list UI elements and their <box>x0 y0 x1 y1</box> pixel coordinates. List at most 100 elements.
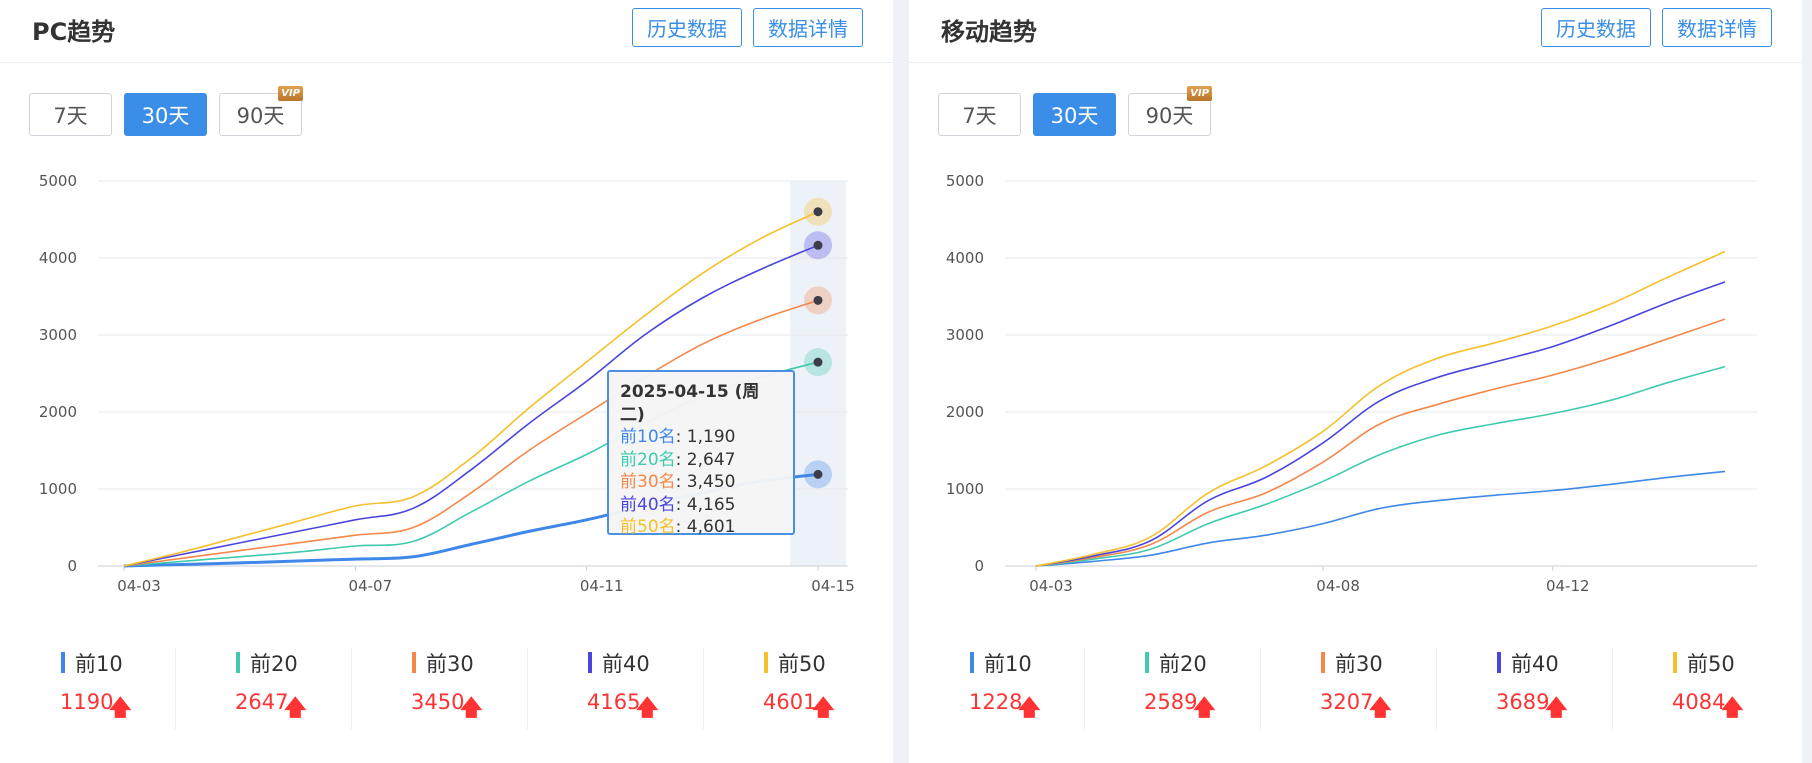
mobile-panel-header: 移动趋势 历史数据 数据详情 <box>909 0 1802 63</box>
tooltip-row: 前30名: 3,450 <box>620 472 736 492</box>
stat-label: 前20 <box>250 652 298 676</box>
stat-value: 1228 <box>969 690 1023 714</box>
stat-value: 3450 <box>411 690 465 714</box>
pc-stat-top30: 前30 3450 🡅 <box>352 640 528 730</box>
series-color-marker <box>1145 652 1149 673</box>
series-color-marker <box>588 652 592 673</box>
mobile-stat-top40: 前40 3689 🡅 <box>1437 640 1613 730</box>
pc-range-90d-label: 90天 <box>236 103 285 128</box>
series-line <box>123 244 819 567</box>
tooltip-row-value: 4,601 <box>686 517 736 537</box>
mobile-stat-top30: 前30 3207 🡅 <box>1261 640 1437 730</box>
stat-value: 3689 <box>1496 690 1550 714</box>
y-tick-label: 1000 <box>39 480 77 498</box>
hover-point <box>813 357 823 367</box>
y-tick-label: 1000 <box>946 480 984 498</box>
pc-history-data-button[interactable]: 历史数据 <box>632 8 742 47</box>
series-color-marker <box>764 652 768 673</box>
mobile-range-30d-button[interactable]: 30天 <box>1033 93 1116 136</box>
pc-trend-panel: PC趋势 历史数据 数据详情 7天 30天 90天 VIP 0 1000 2000 3… <box>0 0 893 763</box>
pc-range-7d-button[interactable]: 7天 <box>29 93 112 136</box>
arrow-up-icon: 🡅 <box>812 696 835 721</box>
mobile-range-90d-label: 90天 <box>1145 103 1194 128</box>
pc-range-90d-button[interactable]: 90天 VIP <box>219 86 303 136</box>
stat-value: 2589 <box>1144 690 1198 714</box>
x-tick-label: 04-03 <box>117 577 161 595</box>
tooltip-row: 前50名: 4,601 <box>620 517 736 537</box>
tooltip-row-value: 1,190 <box>686 427 736 447</box>
pc-range-30d-button[interactable]: 30天 <box>124 93 207 136</box>
x-tick-label: 04-12 <box>1546 577 1590 595</box>
series-line <box>1035 250 1726 567</box>
mobile-data-details-button[interactable]: 数据详情 <box>1662 8 1772 47</box>
stat-value: 3207 <box>1320 690 1374 714</box>
series-color-marker <box>412 652 416 673</box>
series-line <box>1035 318 1726 567</box>
mobile-panel-title: 移动趋势 <box>941 18 1037 46</box>
stat-label: 前40 <box>1511 652 1559 676</box>
series-color-marker <box>61 652 65 673</box>
arrow-up-icon: 🡅 <box>1369 696 1392 721</box>
y-tick-label: 5000 <box>946 172 984 190</box>
x-tick-label: 04-07 <box>349 577 393 595</box>
arrow-up-icon: 🡅 <box>1721 696 1744 721</box>
vip-badge-icon: VIP <box>278 86 303 101</box>
pc-panel-title: PC趋势 <box>32 18 116 46</box>
hover-point <box>813 295 823 305</box>
stat-value: 4601 <box>763 690 817 714</box>
pc-stat-top10: 前10 1190 🡅 <box>0 640 176 730</box>
stat-divider <box>1436 648 1437 730</box>
arrow-up-icon: 🡅 <box>284 696 307 721</box>
stat-label: 前50 <box>778 652 826 676</box>
mobile-range-7d-button[interactable]: 7天 <box>938 93 1021 136</box>
tooltip-row: 前20名: 2,647 <box>620 449 736 470</box>
tooltip-date: 2025-04-15 (周二) <box>620 382 760 425</box>
stat-divider <box>527 648 528 730</box>
series-color-marker <box>1321 652 1325 673</box>
arrow-up-icon: 🡅 <box>636 696 659 721</box>
series-color-marker <box>1497 652 1501 673</box>
pc-stat-top40: 前40 4165 🡅 <box>528 640 704 730</box>
y-tick-label: 0 <box>974 557 984 575</box>
stat-divider <box>1260 648 1261 730</box>
stat-value: 4165 <box>587 690 641 714</box>
stat-label: 前10 <box>984 652 1032 676</box>
arrow-up-icon: 🡅 <box>1545 696 1568 721</box>
tooltip-row-label: 前40名 <box>620 494 676 515</box>
pc-stat-top50: 前50 4601 🡅 <box>704 640 880 730</box>
y-tick-label: 5000 <box>39 172 77 190</box>
hover-point <box>813 240 823 250</box>
mobile-trend-chart[interactable]: 0 1000 2000 3000 4000 5000 04-03 04-08 04-12 <box>909 150 1802 600</box>
pc-stats-row: 前10 1190 🡅 前20 2647 🡅 前30 3450 🡅 前40 416… <box>0 640 893 730</box>
y-tick-label: 0 <box>67 557 77 575</box>
mobile-stat-top50: 前50 4084 🡅 <box>1613 640 1789 730</box>
pc-chart-tooltip: 2025-04-15 (周二) 前10名: 1,190 前20名: 2,647 … <box>607 370 795 537</box>
mobile-range-90d-button[interactable]: 90天 VIP <box>1128 86 1212 136</box>
pc-panel-header: PC趋势 历史数据 数据详情 <box>0 0 893 63</box>
arrow-up-icon: 🡅 <box>1018 696 1041 721</box>
tooltip-row-label: 前30名 <box>620 472 676 492</box>
stat-value: 1190 <box>60 690 114 714</box>
stat-label: 前30 <box>426 652 474 676</box>
series-color-marker <box>1673 652 1677 673</box>
series-color-marker <box>970 652 974 673</box>
stat-divider <box>1612 648 1613 730</box>
mobile-history-data-button[interactable]: 历史数据 <box>1541 8 1651 47</box>
tooltip-row-value: 4,165 <box>686 494 736 515</box>
y-tick-label: 3000 <box>946 326 984 344</box>
series-line <box>123 210 819 567</box>
tooltip-row-value: 3,450 <box>686 472 736 492</box>
y-tick-label: 2000 <box>946 403 984 421</box>
stat-divider <box>175 648 176 730</box>
pc-data-details-button[interactable]: 数据详情 <box>753 8 863 47</box>
tooltip-row: 前40名: 4,165 <box>620 494 736 515</box>
mobile-stats-row: 前10 1228 🡅 前20 2589 🡅 前30 3207 🡅 前40 368… <box>909 640 1802 730</box>
x-tick-label: 04-11 <box>580 577 624 595</box>
series-color-marker <box>236 652 240 673</box>
series-line <box>1035 281 1726 567</box>
stat-label: 前30 <box>1335 652 1383 676</box>
stat-label: 前10 <box>75 652 123 676</box>
y-tick-label: 2000 <box>39 403 77 421</box>
tooltip-row-value: 2,647 <box>686 449 736 470</box>
stat-value: 4084 <box>1672 690 1726 714</box>
